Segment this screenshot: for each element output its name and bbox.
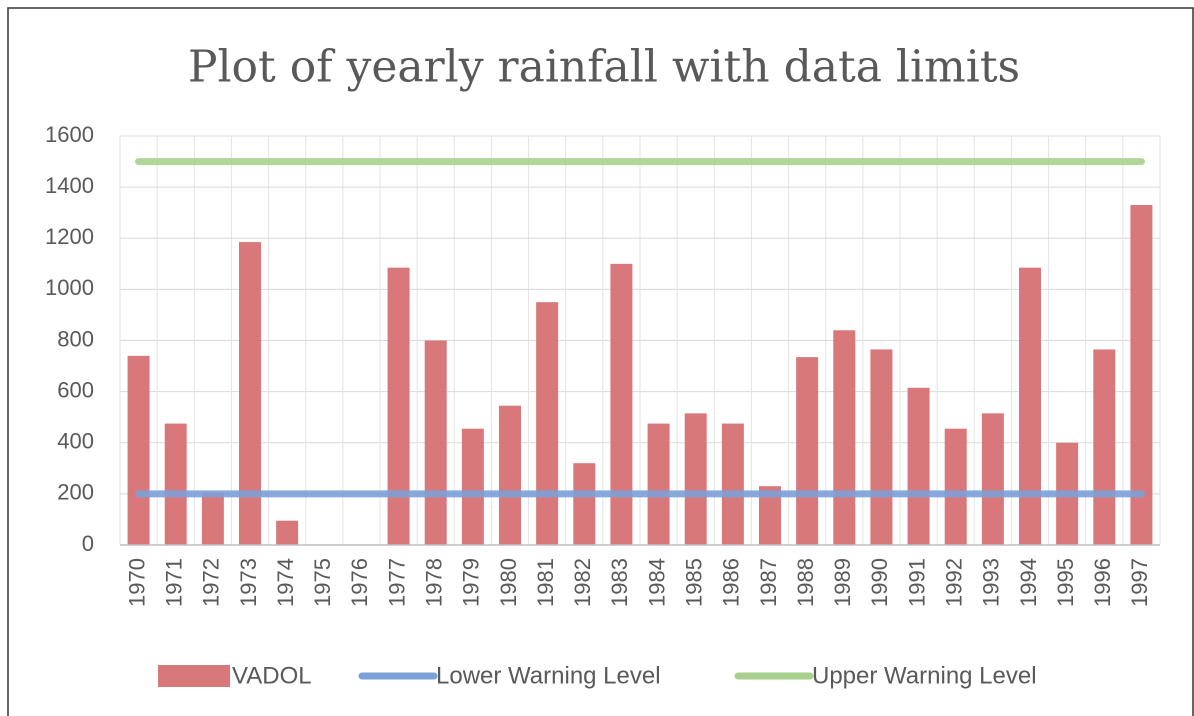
x-tick-label: 1989	[830, 558, 855, 607]
x-tick-label: 1997	[1127, 558, 1152, 607]
y-tick-label: 1400	[45, 173, 94, 198]
bar	[870, 349, 893, 545]
legend-label: Lower Warning Level	[436, 662, 661, 689]
x-tick-label: 1975	[310, 558, 335, 607]
bar	[647, 423, 670, 545]
bar	[164, 423, 187, 545]
x-tick-label: 1977	[384, 558, 409, 607]
bar	[1019, 267, 1041, 545]
bar	[907, 387, 930, 545]
x-tick-label: 1983	[607, 558, 632, 607]
bar	[833, 330, 856, 545]
y-tick-label: 200	[57, 480, 94, 505]
bar	[796, 357, 819, 545]
chart-border	[7, 7, 1194, 716]
x-tick-label: 1970	[124, 558, 149, 607]
x-tick-label: 1993	[979, 558, 1004, 607]
x-tick-label: 1984	[644, 558, 669, 607]
bar	[721, 423, 744, 545]
bar	[944, 428, 967, 545]
chart-title: Plot of yearly rainfall with data limits	[188, 42, 1020, 93]
y-tick-label: 1600	[45, 122, 94, 147]
y-tick-label: 1200	[45, 224, 94, 249]
y-tick-label: 600	[57, 377, 94, 402]
legend-label: VADOL	[232, 662, 312, 689]
bar	[536, 302, 559, 545]
x-tick-label: 1995	[1053, 558, 1078, 607]
bar	[461, 428, 484, 545]
x-tick-label: 1990	[867, 558, 892, 607]
x-tick-label: 1971	[162, 558, 187, 607]
bar	[759, 486, 781, 545]
bar	[499, 405, 521, 545]
bar	[127, 355, 150, 545]
bar	[276, 520, 299, 545]
bar	[239, 242, 261, 545]
y-tick-label: 400	[57, 429, 94, 454]
bar	[424, 340, 447, 545]
x-tick-label: 1980	[496, 558, 521, 607]
y-tick-label: 1000	[45, 275, 94, 300]
x-tick-label: 1992	[942, 558, 967, 607]
x-tick-label: 1986	[719, 558, 744, 607]
x-tick-label: 1988	[793, 558, 818, 607]
x-tick-label: 1987	[756, 558, 781, 607]
x-tick-label: 1981	[533, 558, 558, 607]
legend-swatch	[158, 665, 230, 687]
y-tick-label: 800	[57, 326, 94, 351]
legend-label: Upper Warning Level	[812, 662, 1037, 689]
bar	[201, 492, 224, 545]
x-tick-label: 1974	[273, 558, 298, 607]
x-tick-label: 1994	[1016, 558, 1041, 607]
x-tick-label: 1982	[570, 558, 595, 607]
bar	[1130, 205, 1153, 546]
x-tick-label: 1972	[199, 558, 224, 607]
x-tick-label: 1991	[904, 558, 929, 607]
bar	[387, 267, 410, 545]
bar	[610, 263, 633, 545]
bar	[1093, 349, 1116, 545]
bar	[684, 413, 707, 545]
y-tick-label: 0	[82, 531, 94, 556]
x-tick-label: 1996	[1090, 558, 1115, 607]
x-tick-label: 1976	[347, 558, 372, 607]
x-tick-label: 1973	[236, 558, 261, 607]
x-tick-label: 1985	[682, 558, 707, 607]
x-tick-label: 1978	[422, 558, 447, 607]
bar	[981, 413, 1004, 545]
x-tick-label: 1979	[459, 558, 484, 607]
bar	[573, 463, 596, 545]
